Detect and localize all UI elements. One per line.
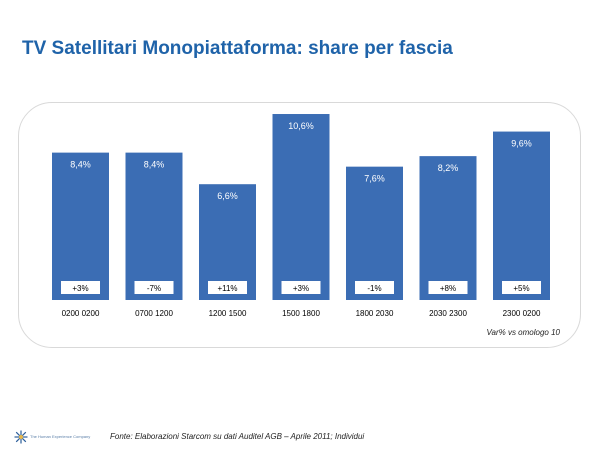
change-box: [355, 281, 394, 294]
bar: [199, 184, 256, 300]
comparison-note: Var% vs omologo 10: [486, 328, 560, 337]
bar: [52, 152, 109, 300]
bar-value-label: 8,4%: [144, 160, 165, 170]
x-tick-label: 2030 2300: [429, 309, 467, 318]
change-label: +3%: [72, 284, 88, 293]
slide-title: TV Satellitari Monopiattaforma: share pe…: [22, 38, 453, 59]
bar: [125, 152, 183, 300]
x-tick-label: 1200 1500: [209, 309, 247, 318]
x-tick-label: 0700 1200: [135, 309, 173, 318]
bar: [493, 131, 550, 300]
source-note: Fonte: Elaborazioni Starcom su dati Audi…: [110, 432, 365, 441]
bar-value-label: 9,6%: [511, 139, 532, 149]
x-tick-label: 2300 0200: [503, 309, 541, 318]
bar-value-label: 6,6%: [217, 191, 238, 201]
change-box: [281, 281, 321, 294]
bar-value-label: 10,6%: [288, 121, 314, 131]
change-box: [61, 281, 100, 294]
starburst-logo-icon: [14, 430, 28, 444]
change-box: [208, 281, 247, 294]
change-label: -7%: [147, 284, 161, 293]
x-tick-label: 1500 1800: [282, 309, 320, 318]
bar: [346, 166, 403, 300]
change-label: +11%: [217, 284, 237, 293]
change-box: [502, 281, 541, 294]
change-label: +5%: [513, 284, 529, 293]
x-tick-label: 1800 2030: [356, 309, 394, 318]
bar-value-label: 8,2%: [438, 163, 459, 173]
change-label: -1%: [367, 284, 381, 293]
change-label: +3%: [293, 284, 309, 293]
change-box: [134, 281, 174, 294]
bar: [272, 114, 330, 300]
change-label: +8%: [440, 284, 456, 293]
bar: [419, 156, 477, 300]
bar-value-label: 8,4%: [70, 160, 91, 170]
bar-value-label: 7,6%: [364, 174, 385, 184]
change-box: [428, 281, 468, 294]
company-tagline: The Human Experience Company: [30, 434, 91, 439]
x-tick-label: 0200 0200: [62, 309, 100, 318]
